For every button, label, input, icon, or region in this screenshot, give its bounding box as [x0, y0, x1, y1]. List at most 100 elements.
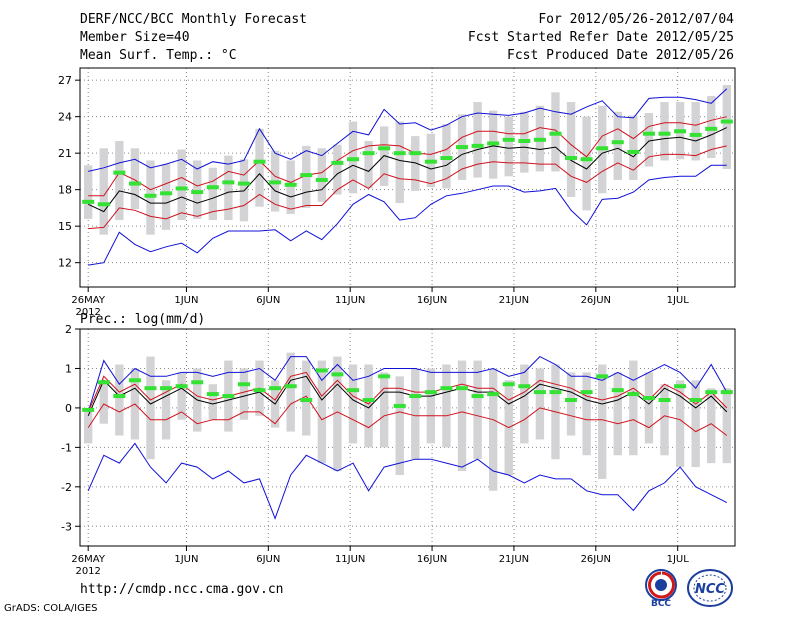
precip-xtick-label: 26MAY: [71, 554, 105, 565]
temp-box: [582, 116, 591, 211]
precip-observed-marker: [346, 388, 359, 393]
precip-observed-marker: [487, 392, 500, 397]
precip-box: [146, 356, 155, 460]
temp-box: [224, 155, 233, 221]
temp-observed-marker: [596, 146, 609, 151]
temp-box: [208, 167, 217, 221]
precip-box: [613, 372, 622, 456]
precip-box: [208, 384, 217, 420]
precip-box: [333, 356, 342, 472]
precip-observed-marker: [565, 398, 578, 403]
precip-observed-marker: [642, 396, 655, 401]
precip-box: [488, 368, 498, 491]
temp-observed-marker: [502, 137, 515, 142]
precip-observed-marker: [627, 392, 640, 397]
precip-observed-marker: [206, 392, 219, 397]
temp-xtick-label: 6JUN: [256, 295, 280, 306]
precip-title: Prec.: log(mm/d): [80, 312, 205, 327]
temp-observed-marker: [580, 157, 593, 162]
temp-observed-marker: [269, 180, 282, 185]
temp-box: [613, 111, 622, 180]
temp-observed-marker: [518, 139, 531, 143]
temp-lower-line: [88, 145, 727, 230]
temp-observed-marker: [424, 159, 437, 164]
ncc-logo-text: NCC: [695, 582, 725, 597]
temp-observed-marker: [362, 151, 375, 156]
temp-observed-marker: [113, 170, 126, 175]
precip-ytick-label: -2: [61, 481, 72, 494]
temp-ytick-label: 21: [58, 147, 72, 160]
precip-observed-marker: [689, 398, 702, 403]
variable-label: Mean Surf. Temp.: °C: [80, 48, 237, 63]
temp-box: [660, 102, 669, 161]
temp-year-label: 2012: [75, 307, 100, 318]
precip-box: [660, 384, 669, 456]
temp-observed-marker: [331, 160, 344, 165]
temp-ytick-label: 27: [58, 74, 72, 87]
temp-xtick-label: 26JUN: [581, 295, 611, 306]
temp-observed-marker: [642, 131, 655, 136]
precip-observed-marker: [128, 378, 141, 383]
precip-observed-marker: [533, 390, 546, 395]
precip-observed-marker: [502, 382, 515, 387]
precip-box: [395, 376, 404, 475]
temp-observed-marker: [705, 126, 718, 131]
temp-observed-marker: [611, 140, 624, 145]
precip-observed-marker: [144, 386, 157, 391]
temp-ytick-label: 12: [58, 257, 72, 270]
fcst-produced-date: Fcst Produced Date 2012/05/26: [507, 48, 734, 63]
temp-observed-marker: [315, 177, 328, 182]
precip-box: [675, 380, 685, 468]
precip-observed-marker: [471, 394, 484, 399]
precip-max-line: [87, 355, 728, 413]
temp-box: [473, 102, 482, 178]
precip-box: [598, 364, 607, 479]
precip-observed-marker: [300, 398, 313, 403]
source-url[interactable]: http://cmdp.ncc.cma.gov.cn: [80, 582, 284, 597]
temp-observed-marker: [549, 131, 562, 136]
temp-observed-marker: [378, 146, 391, 151]
temp-observed-marker: [471, 143, 484, 148]
temp-observed-marker: [565, 156, 578, 161]
precip-box: [722, 388, 732, 464]
precip-box: [379, 372, 389, 448]
precip-observed-marker: [378, 374, 391, 379]
precip-observed-marker: [175, 384, 188, 389]
temp-observed-marker: [128, 181, 141, 186]
precip-observed-marker: [284, 384, 297, 389]
temp-observed-marker: [440, 156, 453, 161]
temp-box: [504, 116, 513, 177]
temp-observed-marker: [144, 193, 157, 198]
precip-observed-marker: [222, 394, 235, 399]
temp-observed-marker: [346, 157, 359, 162]
precip-observed-marker: [237, 382, 250, 387]
precip-observed-marker: [674, 384, 687, 389]
temp-observed-marker: [191, 190, 204, 195]
temp-observed-marker: [160, 191, 173, 196]
temp-observed-marker: [658, 131, 671, 136]
precip-observed-marker: [315, 368, 328, 373]
precip-ytick-label: -1: [61, 441, 72, 454]
temp-observed-marker: [674, 129, 687, 134]
precip-xtick-label: 6JUN: [256, 554, 280, 565]
temp-box: [255, 128, 264, 207]
temp-observed-marker: [393, 151, 406, 156]
precip-box: [83, 411, 93, 444]
temp-xtick-label: 26MAY: [71, 295, 105, 306]
temp-observed-marker: [222, 180, 235, 185]
precip-median-line: [87, 375, 728, 417]
temp-observed-marker: [487, 141, 500, 146]
temp-max-line: [88, 88, 728, 172]
precip-box: [426, 368, 436, 444]
precip-observed-marker: [440, 386, 453, 391]
temp-upper-line: [88, 116, 727, 197]
precip-ytick-label: 1: [65, 362, 72, 375]
temp-box: [83, 165, 93, 219]
precip-box: [348, 364, 358, 444]
precip-xtick-label: 26JUN: [581, 554, 611, 565]
temp-box: [99, 148, 108, 235]
precip-panel: -3 -2 -1 0 1 2 26MAY 1JUN 6JUN 11JUN 16JUN 21JUN 26J…: [61, 312, 736, 577]
precip-observed-marker: [362, 398, 375, 403]
bcc-logo-text: BCC: [651, 599, 671, 608]
